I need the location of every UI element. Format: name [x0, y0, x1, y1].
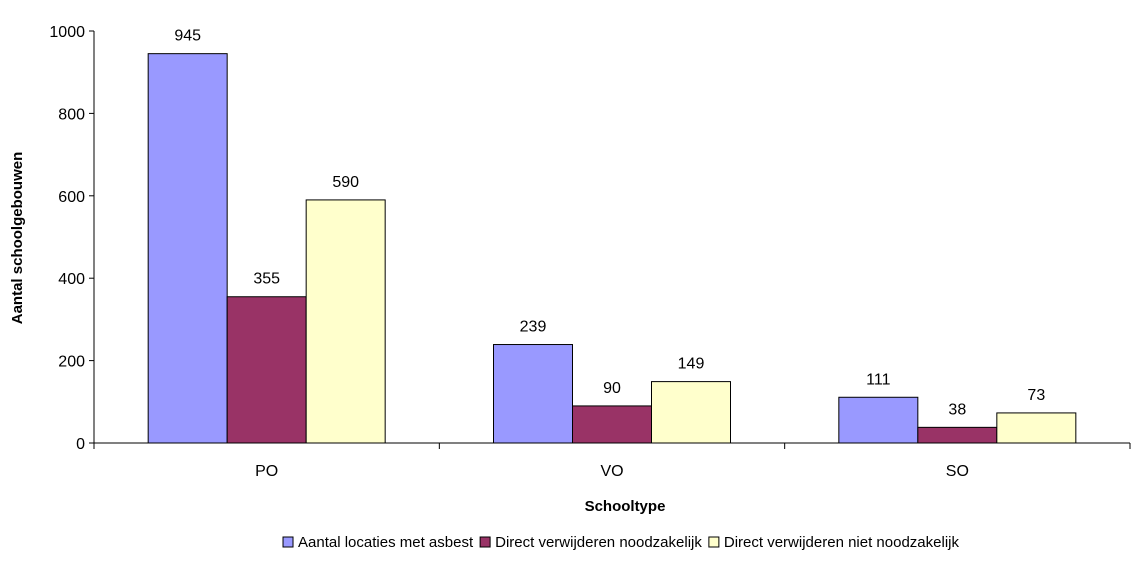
bar — [147, 53, 228, 444]
y-tick-label: 800 — [58, 106, 85, 123]
bar — [996, 412, 1077, 444]
data-label: 945 — [174, 28, 201, 45]
bars — [147, 53, 1077, 444]
legend-item: Aantal locaties met asbest — [282, 534, 474, 551]
y-tick-label: 200 — [58, 354, 85, 371]
bar — [572, 405, 652, 444]
legend-swatch — [282, 536, 294, 548]
data-label: 73 — [1027, 387, 1045, 404]
y-tick-label: 0 — [76, 436, 85, 453]
data-label: 90 — [603, 380, 621, 397]
x-tick-label: SO — [946, 463, 969, 480]
bar — [838, 396, 919, 444]
bar — [917, 426, 998, 444]
legend-label: Direct verwijderen niet noodzakelijk — [724, 534, 960, 551]
legend-swatch — [479, 536, 491, 548]
data-label: 239 — [520, 319, 547, 336]
x-tick-label: PO — [255, 463, 278, 480]
bar — [305, 199, 386, 444]
y-axis: 0 200 400 600 800 1000 — [49, 24, 95, 453]
legend-label: Aantal locaties met asbest — [298, 534, 474, 551]
bar — [493, 344, 573, 444]
bar — [226, 296, 307, 444]
data-labels: 945 239 111 355 90 38 590 149 73 — [174, 28, 1045, 419]
data-label: 149 — [678, 356, 705, 373]
x-tick-label: VO — [600, 463, 623, 480]
data-label: 355 — [253, 271, 280, 288]
legend-item: Direct verwijderen noodzakelijk — [479, 534, 702, 551]
y-tick-label: 1000 — [49, 24, 85, 41]
data-label: 590 — [332, 174, 359, 191]
y-axis-title: Aantal schoolgebouwen — [9, 152, 26, 325]
legend-label: Direct verwijderen noodzakelijk — [495, 534, 702, 551]
x-axis-title: Schooltype — [585, 498, 666, 515]
legend-item: Direct verwijderen niet noodzakelijk — [708, 534, 960, 551]
legend: Aantal locaties met asbest Direct verwijd… — [282, 534, 960, 551]
legend-swatch — [708, 536, 720, 548]
bar — [651, 381, 731, 444]
data-label: 111 — [866, 371, 890, 388]
x-axis: PO VO SO — [93, 442, 1131, 480]
data-label: 38 — [948, 401, 966, 418]
y-tick-label: 600 — [58, 189, 85, 206]
y-tick-label: 400 — [58, 271, 85, 288]
